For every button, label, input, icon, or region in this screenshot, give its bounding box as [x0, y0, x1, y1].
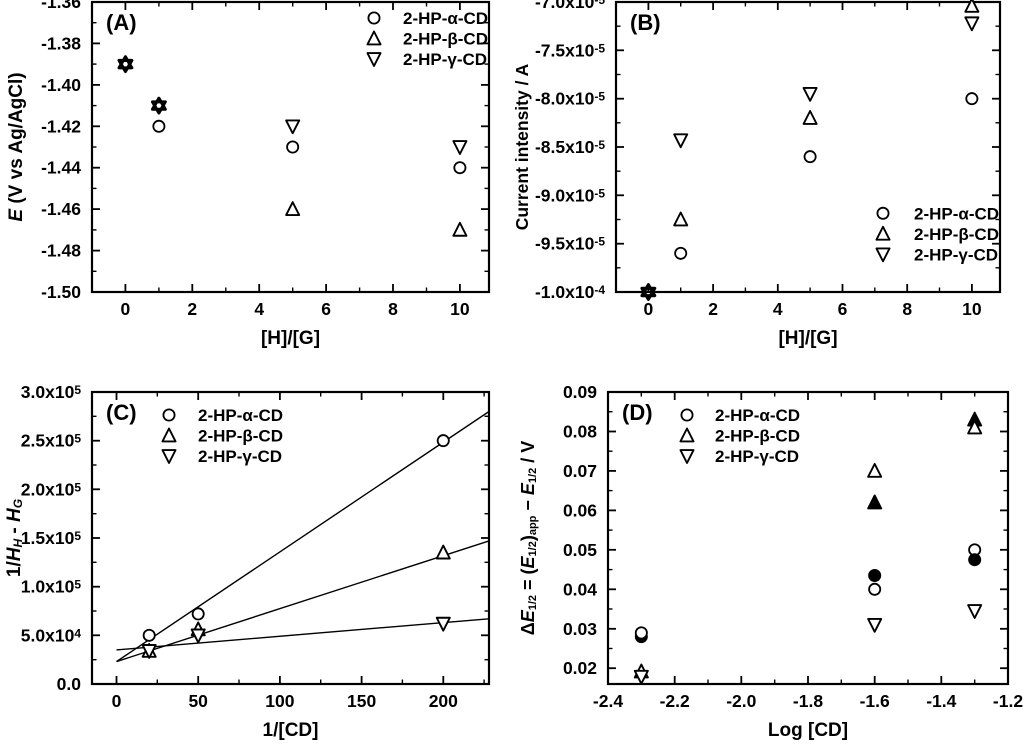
svg-text:0.07: 0.07 — [563, 461, 597, 481]
svg-text:0.05: 0.05 — [563, 540, 597, 560]
svg-text:1/HH - HG: 1/HH - HG — [4, 499, 25, 577]
svg-text:-8.5x10-5: -8.5x10-5 — [535, 137, 605, 157]
svg-text:5.0x104: 5.0x104 — [21, 625, 82, 645]
svg-text:2: 2 — [708, 299, 718, 319]
svg-text:1.5x105: 1.5x105 — [21, 528, 82, 548]
svg-text:E (V vs Ag/AgCl): E (V vs Ag/AgCl) — [6, 72, 27, 221]
svg-text:2-HP-β-CD: 2-HP-β-CD — [403, 30, 488, 49]
svg-text:Current intensity / A: Current intensity / A — [512, 63, 532, 230]
svg-text:(D): (D) — [622, 400, 653, 425]
svg-text:[H]/[G]: [H]/[G] — [261, 328, 320, 349]
svg-text:-1.6: -1.6 — [860, 691, 890, 711]
svg-text:-1.48: -1.48 — [41, 241, 81, 261]
svg-text:50: 50 — [188, 691, 208, 711]
svg-text:2.5x105: 2.5x105 — [21, 431, 82, 451]
svg-text:4: 4 — [254, 299, 264, 319]
svg-text:0.08: 0.08 — [563, 422, 597, 442]
svg-text:150: 150 — [347, 691, 376, 711]
svg-text:2-HP-β-CD: 2-HP-β-CD — [715, 427, 800, 446]
svg-text:0.0: 0.0 — [57, 674, 82, 694]
svg-text:0: 0 — [644, 299, 654, 319]
svg-text:-9.5x10-5: -9.5x10-5 — [535, 234, 605, 254]
svg-text:2-HP-γ-CD: 2-HP-γ-CD — [715, 447, 799, 466]
svg-text:-1.42: -1.42 — [41, 116, 81, 136]
svg-text:-1.0x10-4: -1.0x10-4 — [535, 282, 605, 302]
svg-text:-1.38: -1.38 — [41, 33, 81, 53]
svg-text:4: 4 — [773, 299, 783, 319]
svg-text:2.0x105: 2.0x105 — [21, 479, 82, 499]
svg-text:2-HP-β-CD: 2-HP-β-CD — [914, 225, 999, 244]
svg-text:-1.46: -1.46 — [41, 199, 81, 219]
svg-text:2-HP-γ-CD: 2-HP-γ-CD — [914, 245, 998, 264]
svg-text:0.09: 0.09 — [563, 382, 597, 402]
svg-text:-1.44: -1.44 — [41, 158, 81, 178]
svg-text:-1.8: -1.8 — [793, 691, 823, 711]
svg-text:8: 8 — [902, 299, 912, 319]
svg-text:-1.50: -1.50 — [41, 282, 81, 302]
svg-text:0: 0 — [121, 299, 131, 319]
svg-text:3.0x105: 3.0x105 — [21, 382, 82, 402]
svg-text:10: 10 — [962, 299, 982, 319]
svg-text:1.0x105: 1.0x105 — [21, 577, 82, 597]
svg-text:2-HP-γ-CD: 2-HP-γ-CD — [198, 447, 282, 466]
svg-text:8: 8 — [388, 299, 398, 319]
svg-text:1/[CD]: 1/[CD] — [263, 720, 319, 741]
svg-text:2: 2 — [187, 299, 197, 319]
svg-text:-2.4: -2.4 — [593, 691, 623, 711]
svg-text:-1.2: -1.2 — [993, 691, 1023, 711]
svg-text:-7.0x10-5: -7.0x10-5 — [535, 0, 605, 12]
svg-text:(A): (A) — [106, 10, 137, 35]
svg-text:2-HP-α-CD: 2-HP-α-CD — [715, 406, 800, 425]
svg-text:Log [CD]: Log [CD] — [768, 720, 848, 741]
svg-text:0.03: 0.03 — [563, 619, 597, 639]
svg-text:-1.36: -1.36 — [41, 0, 81, 12]
svg-text:0.02: 0.02 — [563, 658, 597, 678]
svg-text:6: 6 — [321, 299, 331, 319]
svg-text:(C): (C) — [106, 400, 137, 425]
svg-text:-7.5x10-5: -7.5x10-5 — [535, 40, 605, 60]
svg-text:2-HP-γ-CD: 2-HP-γ-CD — [403, 50, 487, 69]
svg-text:200: 200 — [429, 691, 458, 711]
svg-text:2-HP-α-CD: 2-HP-α-CD — [198, 406, 283, 425]
svg-text:-2.0: -2.0 — [726, 691, 756, 711]
svg-text:-1.40: -1.40 — [41, 75, 81, 95]
svg-text:2-HP-α-CD: 2-HP-α-CD — [403, 9, 488, 28]
svg-text:0: 0 — [112, 691, 122, 711]
svg-text:2-HP-α-CD: 2-HP-α-CD — [914, 204, 999, 223]
svg-text:-8.0x10-5: -8.0x10-5 — [535, 89, 605, 109]
svg-text:6: 6 — [838, 299, 848, 319]
svg-text:-1.4: -1.4 — [926, 691, 956, 711]
svg-text:2-HP-β-CD: 2-HP-β-CD — [198, 427, 283, 446]
svg-text:10: 10 — [450, 299, 470, 319]
svg-text:-2.2: -2.2 — [660, 691, 690, 711]
svg-text:[H]/[G]: [H]/[G] — [778, 328, 837, 349]
svg-text:(B): (B) — [630, 10, 661, 35]
svg-text:ΔE1/2 = (E1/2)app − E1/2 / V: ΔE1/2 = (E1/2)app − E1/2 / V — [518, 441, 539, 635]
svg-text:0.06: 0.06 — [563, 500, 597, 520]
svg-text:-9.0x10-5: -9.0x10-5 — [535, 185, 605, 205]
svg-text:0.04: 0.04 — [563, 579, 597, 599]
svg-text:100: 100 — [265, 691, 294, 711]
